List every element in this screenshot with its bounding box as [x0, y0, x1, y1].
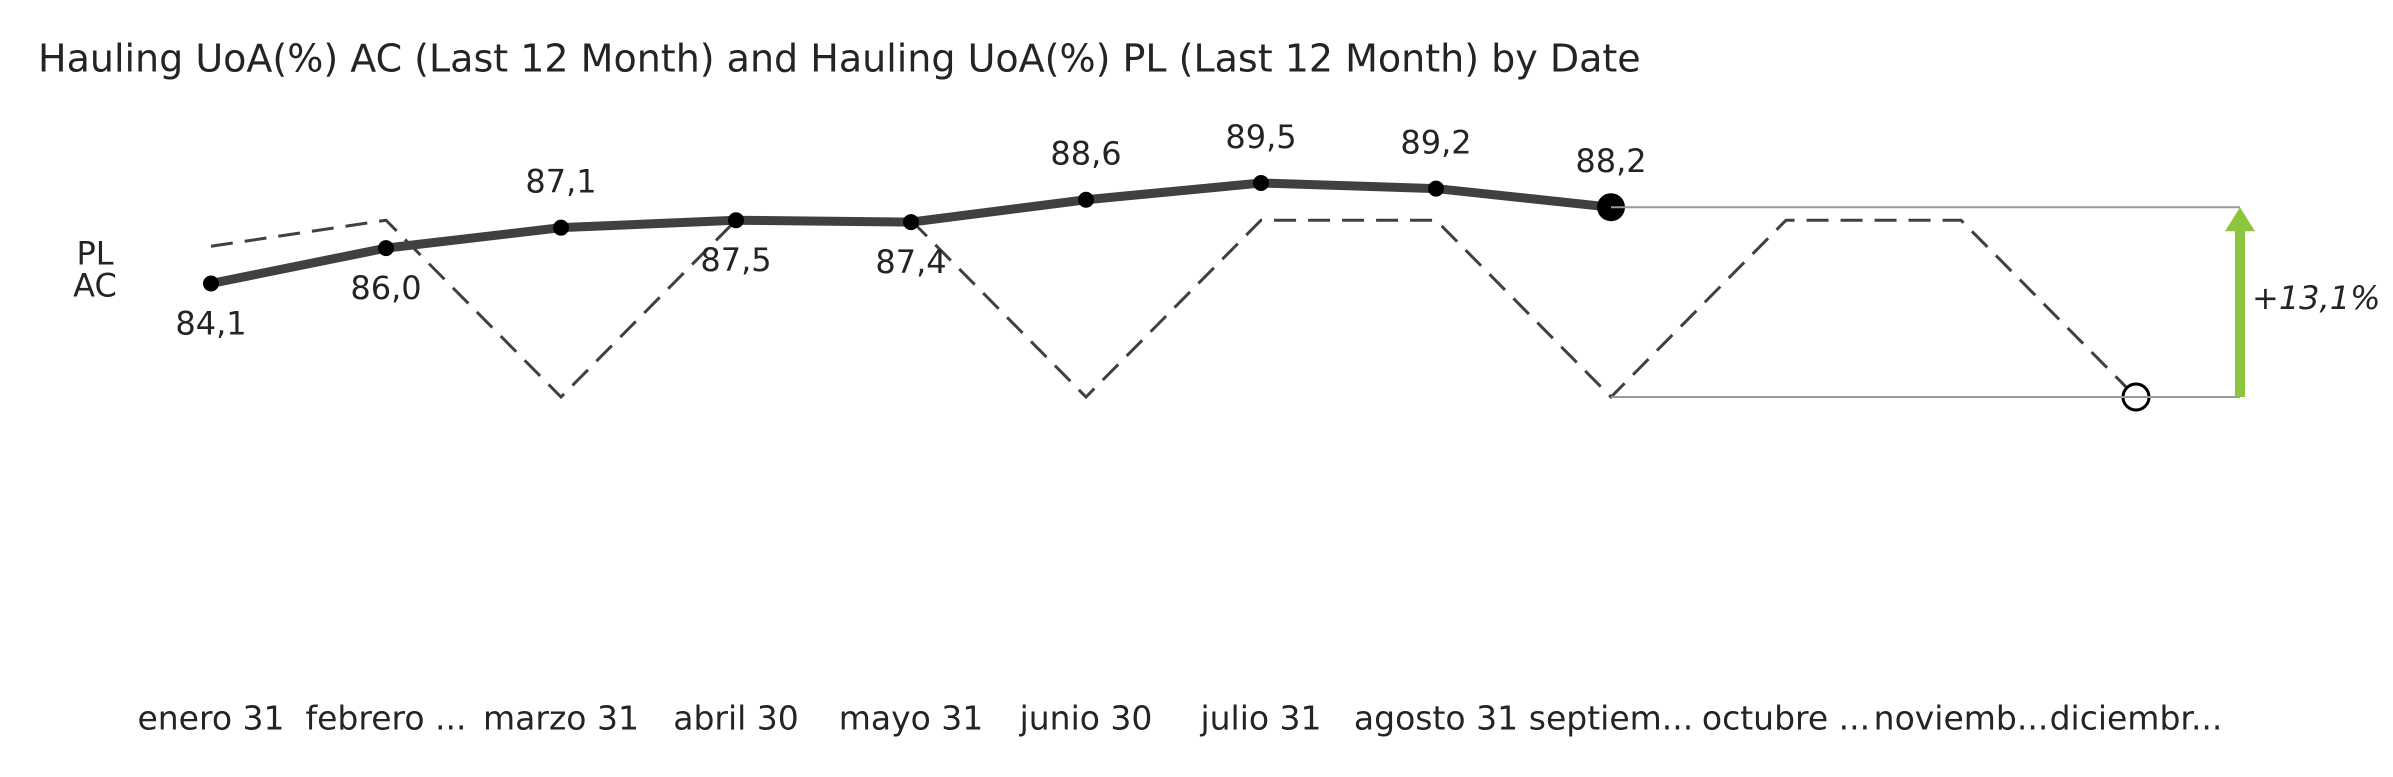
actual-point — [1428, 180, 1444, 197]
data-label: 89,2 — [1400, 124, 1471, 162]
data-label: 88,2 — [1575, 142, 1646, 180]
variance-label: +13,1% — [2252, 279, 2380, 317]
actual-point — [553, 219, 569, 236]
x-tick-label: octubre ... — [1702, 699, 1870, 738]
x-tick-label: abril 30 — [673, 699, 799, 738]
x-tick-label: septiem... — [1529, 699, 1693, 738]
x-tick-label: agosto 31 — [1354, 699, 1518, 738]
plan-line — [210, 218, 2138, 400]
x-tick-label: enero 31 — [137, 699, 284, 738]
chart-title: Hauling UoA(%) AC (Last 12 Month) and Ha… — [38, 37, 1641, 81]
x-tick-label: febrero ... — [305, 699, 466, 738]
data-label: 86,0 — [350, 269, 421, 307]
legend-label: AC — [73, 266, 117, 304]
variance-bar — [2235, 229, 2245, 397]
x-tick-label: noviemb... — [1874, 699, 2049, 738]
legend-label: PL — [76, 234, 113, 272]
variance-arrow — [2225, 207, 2255, 232]
data-label: 84,1 — [175, 304, 246, 342]
x-tick-label: julio 31 — [1199, 699, 1321, 738]
x-tick-label: mayo 31 — [839, 699, 984, 738]
x-tick-label: marzo 31 — [483, 699, 639, 738]
actual-point — [378, 240, 394, 257]
data-label: 88,6 — [1050, 135, 1121, 173]
actual-point — [203, 275, 219, 292]
actual-point — [903, 214, 919, 231]
data-label: 87,5 — [700, 241, 771, 279]
data-label: 87,4 — [875, 243, 946, 281]
x-tick-label: junio 30 — [1019, 699, 1153, 738]
actual-point — [1078, 191, 1094, 208]
x-tick-label: diciembr... — [2050, 699, 2223, 738]
data-label: 89,5 — [1225, 118, 1296, 156]
actual-point — [728, 212, 744, 229]
data-label: 87,1 — [525, 163, 596, 201]
actual-point — [1253, 175, 1269, 191]
